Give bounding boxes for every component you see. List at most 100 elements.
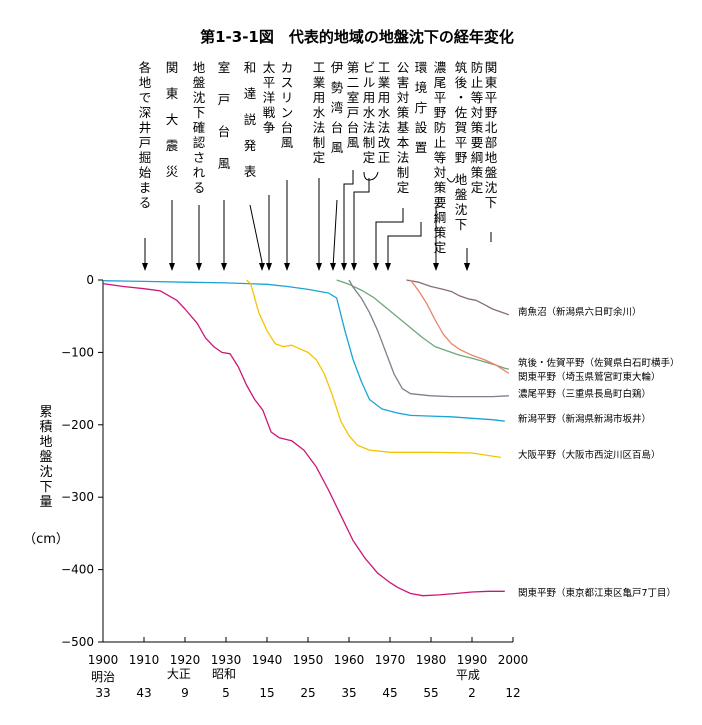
era-year-label: 5 bbox=[222, 686, 230, 700]
y-tick-label: −300 bbox=[61, 490, 94, 504]
x-tick-label: 1960 bbox=[334, 653, 365, 667]
annotation-arrow-line bbox=[343, 170, 354, 268]
annotation-arrow-line bbox=[332, 199, 338, 269]
annotation-text: 工業用水法改正 bbox=[378, 60, 391, 165]
annotation-text: 工業用水法制定 bbox=[313, 60, 326, 165]
annotation-arrow-head bbox=[196, 263, 202, 271]
series-line bbox=[406, 279, 510, 316]
series-line bbox=[409, 279, 510, 374]
annotation-arrow-line bbox=[353, 178, 370, 268]
annotation-text: 関東大震災 bbox=[166, 60, 179, 179]
annotation-text: 筑後・佐賀平野 bbox=[455, 60, 468, 165]
series-label: 関東平野（東京都江東区亀戸7丁目） bbox=[518, 587, 676, 599]
era-year-label: 45 bbox=[382, 686, 397, 700]
annotation-arrow-head bbox=[142, 263, 148, 271]
series-line bbox=[336, 279, 510, 370]
era-year-label: 35 bbox=[341, 686, 356, 700]
x-tick-label: 1900 bbox=[88, 653, 119, 667]
y-unit-label: （cm） bbox=[23, 532, 69, 547]
x-tick-label: 1940 bbox=[252, 653, 283, 667]
x-tick-label: 1970 bbox=[375, 653, 406, 667]
era-label: 昭和 bbox=[212, 667, 236, 681]
annotation-text: 防止等対策要綱策定 bbox=[471, 60, 484, 195]
axes bbox=[102, 280, 513, 643]
annotation-arrow-head bbox=[373, 263, 379, 271]
series-line bbox=[246, 279, 501, 459]
annotation-text: 濃尾平野 bbox=[434, 60, 447, 120]
annotation-bracket bbox=[446, 177, 456, 183]
annotation-arrow-head bbox=[284, 263, 290, 271]
series-label: 筑後・佐賀平野（佐賀県白石町横手） bbox=[518, 357, 680, 369]
annotation-arrow-head bbox=[433, 263, 439, 271]
series-label: 南魚沼（新潟県六日町余川） bbox=[518, 306, 642, 318]
series-label: 関東平野（埼玉県鷲宮町東大輪） bbox=[518, 371, 661, 383]
y-tick-label: 0 bbox=[86, 273, 94, 287]
y-axis-label: 累積地盤沈下量 bbox=[39, 405, 52, 510]
era-label: 平成 bbox=[456, 668, 480, 682]
x-tick-label: 1920 bbox=[170, 653, 201, 667]
era-year-label: 12 bbox=[505, 686, 520, 700]
annotation-text: 室戸台風 bbox=[218, 60, 231, 171]
annotation-text: 関東平野北部 bbox=[485, 60, 498, 150]
era-label: 明治 bbox=[91, 670, 115, 684]
series-label: 濃尾平野（三重県長島町白鶏） bbox=[518, 388, 651, 400]
annotation-arrow-head bbox=[385, 263, 391, 271]
era-year-label: 25 bbox=[300, 686, 315, 700]
era-year-label: 43 bbox=[136, 686, 151, 700]
era-year-label: 2 bbox=[468, 686, 476, 700]
annotation-arrow-head bbox=[330, 263, 336, 271]
y-tick-label: −200 bbox=[61, 418, 94, 432]
annotation-arrow-head bbox=[341, 263, 347, 271]
era-year-label: 15 bbox=[259, 686, 274, 700]
x-tick-label: 1980 bbox=[416, 653, 447, 667]
era-year-label: 9 bbox=[181, 686, 189, 700]
series-label: 新潟平野（新潟県新潟市坂井） bbox=[518, 413, 651, 425]
annotation-text: 太平洋戦争 bbox=[263, 60, 276, 135]
series-line bbox=[348, 279, 509, 398]
annotation-text: 公害対策基本法制定 bbox=[397, 60, 410, 195]
series-labels: 南魚沼（新潟県六日町余川） 筑後・佐賀平野（佐賀県白石町横手） 関東平野（埼玉県鷲宮… bbox=[518, 306, 680, 599]
x-tick-label: 1930 bbox=[211, 653, 242, 667]
annotation-arrow-head bbox=[316, 263, 322, 271]
x-tick-label: 2000 bbox=[498, 653, 529, 667]
annotation-text: 伊勢湾台風 bbox=[331, 60, 344, 155]
annotation-arrow-head bbox=[169, 263, 175, 271]
y-axis-label-text: 累積地盤沈下量 bbox=[39, 405, 52, 510]
annotation-arrow-head bbox=[259, 263, 265, 271]
annotation-text: 各地で深井戸掘始まる bbox=[139, 60, 152, 210]
annotation-arrow-line bbox=[387, 222, 422, 268]
annotation-text: 和達説発表 bbox=[244, 60, 257, 179]
annotation-arrow-head bbox=[266, 263, 272, 271]
annotation-arrow-line bbox=[249, 204, 263, 268]
event-annotations: 各地で深井戸掘始まる 関東大震災 地盤沈下確認される室戸台風和達説発表太平洋戦争カス… bbox=[139, 60, 498, 271]
y-tick-label: −400 bbox=[61, 563, 94, 577]
annotation-bracket bbox=[363, 171, 379, 181]
x-ticks: 1900 1910 1920 1930 1940 1950 1960 1970 1980 1990… bbox=[88, 637, 529, 700]
series-line bbox=[102, 280, 505, 422]
annotation-text: ビル用水法制定 bbox=[363, 60, 376, 165]
era-label: 大正 bbox=[167, 667, 191, 681]
annotation-arrows bbox=[142, 170, 492, 271]
x-tick-label: 1990 bbox=[457, 653, 488, 667]
annotation-text: 第二室戸台風 bbox=[347, 60, 360, 150]
series-lines bbox=[102, 279, 510, 597]
chart-title: 第1-3-1図 代表的地域の地盤沈下の経年変化 bbox=[200, 28, 514, 46]
era-year-label: 33 bbox=[95, 686, 110, 700]
y-tick-label: −500 bbox=[61, 635, 94, 649]
x-tick-label: 1910 bbox=[129, 653, 160, 667]
x-tick-label: 1950 bbox=[293, 653, 324, 667]
series-line bbox=[102, 282, 505, 597]
annotation-arrow-head bbox=[351, 263, 357, 271]
era-year-label: 55 bbox=[423, 686, 438, 700]
annotation-arrow-line bbox=[375, 208, 404, 268]
annotation-arrow-head bbox=[464, 263, 470, 271]
annotation-text: 防止等対策要綱策定 bbox=[434, 120, 447, 255]
annotation-text: 地盤沈下 bbox=[455, 172, 468, 232]
y-tick-label: −100 bbox=[61, 345, 94, 359]
annotation-arrow-head bbox=[221, 263, 227, 271]
annotation-text: 環境庁設置 bbox=[415, 60, 428, 155]
series-label: 大阪平野（大阪市西淀川区百島） bbox=[518, 449, 661, 461]
annotation-text: カスリン台風 bbox=[281, 60, 294, 150]
y-ticks: 0 −100 −200 −300 −400 −500 bbox=[61, 273, 103, 649]
